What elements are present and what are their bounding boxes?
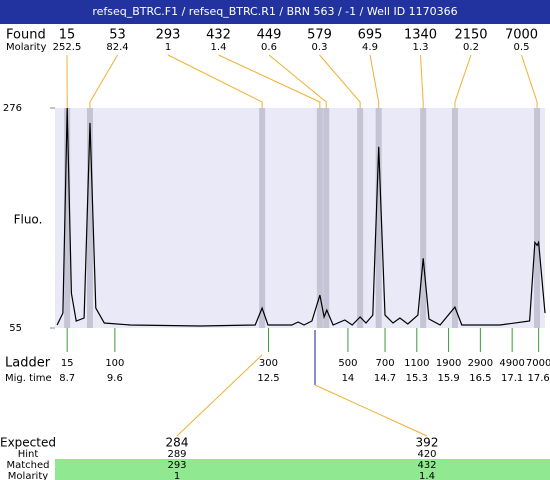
matched-row-bg [55, 459, 550, 480]
match-connector [314, 384, 428, 437]
found-molarity: 0.3 [312, 42, 328, 53]
expected-row-label: Expected [0, 436, 56, 450]
expected-row-label: Hint [18, 449, 39, 460]
expected-row-label: Molarity [8, 471, 48, 480]
expected-value: 289 [167, 449, 186, 460]
found-size: 7000 [505, 28, 538, 43]
match-connector [176, 354, 263, 437]
peak-band [64, 108, 71, 328]
ladder-size: 1100 [404, 358, 429, 369]
y-tick-label: 55 [9, 323, 22, 334]
found-size: 449 [257, 28, 282, 43]
ladder-mig-time: 17.6 [528, 373, 550, 384]
y-tick-label: 276 [3, 103, 22, 114]
found-size: 1340 [404, 28, 437, 43]
ladder-mig-time: 12.5 [257, 373, 279, 384]
peak-connector [521, 54, 538, 108]
ladder-size: 7000 [526, 358, 550, 369]
found-size: 695 [358, 28, 383, 43]
plot-area [55, 108, 545, 328]
ladder-mig-time: 9.6 [107, 373, 123, 384]
ladder-size: 4900 [499, 358, 524, 369]
peak-band [375, 108, 382, 328]
peak-connector [268, 54, 327, 108]
ladder-size: 100 [105, 358, 124, 369]
peak-band [534, 108, 541, 328]
found-molarity: 82.4 [106, 42, 128, 53]
peak-band [86, 108, 93, 328]
expected-value: 392 [416, 436, 439, 450]
ladder-size: 2900 [468, 358, 493, 369]
trace [56, 107, 546, 327]
ladder-mig-time: 15.9 [437, 373, 459, 384]
peak-connector [89, 54, 118, 108]
y-axis-label: Fluo. [14, 213, 43, 227]
found-molarity: 0.5 [514, 42, 530, 53]
found-size: 53 [109, 28, 126, 43]
ladder-mig-time: 15.3 [406, 373, 428, 384]
found-size: 15 [59, 28, 76, 43]
found-size: 293 [156, 28, 181, 43]
found-molarity: 1.4 [211, 42, 227, 53]
peak-band [451, 108, 458, 328]
peak-band [259, 108, 266, 328]
found-molarity: 0.2 [463, 42, 479, 53]
found-size: 432 [206, 28, 231, 43]
found-molarity: 1 [165, 42, 171, 53]
ladder-label: Ladder [5, 356, 51, 371]
found-size: 2150 [454, 28, 487, 43]
ladder-mig-time: 8.7 [59, 373, 75, 384]
ladder-size: 300 [259, 358, 278, 369]
expected-value: 284 [166, 436, 189, 450]
found-size: 579 [307, 28, 332, 43]
expected-value: 1.4 [419, 471, 435, 480]
found-molarity: 1.3 [413, 42, 429, 53]
header-bar [0, 0, 550, 24]
peak-band [316, 108, 323, 328]
ladder-size: 500 [338, 358, 357, 369]
ladder-mig-time: 16.5 [469, 373, 491, 384]
peak-band [357, 108, 364, 328]
peak-band [420, 108, 427, 328]
ladder-size: 1900 [436, 358, 461, 369]
peak-band [323, 108, 330, 328]
ladder-size: 700 [375, 358, 394, 369]
expected-value: 420 [417, 449, 436, 460]
peak-connector [167, 54, 263, 108]
peak-connector [369, 54, 380, 108]
molarity-label: Molarity [6, 42, 46, 53]
expected-value: 293 [167, 460, 186, 471]
peak-connector [218, 54, 321, 108]
peak-connector [420, 54, 424, 108]
ladder-mig-time: 14.7 [374, 373, 396, 384]
expected-row-label: Matched [6, 460, 49, 471]
peak-connector [319, 54, 361, 108]
expected-value: 432 [417, 460, 436, 471]
peak-connector [454, 54, 472, 108]
ladder-mig-time: 14 [342, 373, 355, 384]
found-label: Found [6, 28, 46, 43]
expected-value: 1 [174, 471, 180, 480]
header-title: refseq_BTRC.F1 / refseq_BTRC.R1 / BRN 56… [92, 5, 457, 18]
found-molarity: 0.6 [261, 42, 277, 53]
mig-time-label: Mig. time [5, 373, 52, 384]
found-molarity: 4.9 [362, 42, 378, 53]
ladder-mig-time: 17.1 [501, 373, 523, 384]
ladder-size: 15 [61, 358, 74, 369]
found-molarity: 252.5 [53, 42, 82, 53]
